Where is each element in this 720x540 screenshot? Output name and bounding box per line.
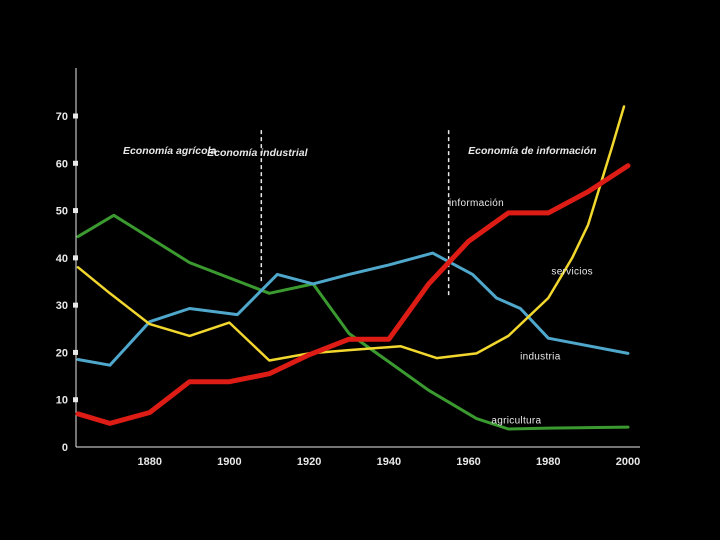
series-label-industria: industria xyxy=(520,352,561,363)
x-tick-label-1940: 1940 xyxy=(377,456,401,468)
y-tick-label-30: 30 xyxy=(56,300,68,312)
x-tick-label-1900: 1900 xyxy=(217,456,241,468)
y-tick-label-70: 70 xyxy=(56,111,68,123)
x-tick-label-1960: 1960 xyxy=(456,456,480,468)
series-line-informacion xyxy=(75,163,631,426)
y-tick-label-0: 0 xyxy=(62,442,68,454)
era-label-economia-agricola: Economía agrícola xyxy=(123,145,217,157)
x-tick-label-1920: 1920 xyxy=(297,456,321,468)
series-line-industria xyxy=(76,251,630,367)
x-tick-label-1980: 1980 xyxy=(536,456,560,468)
x-tick-label-2000: 2000 xyxy=(616,456,640,468)
series-label-informacion: información xyxy=(449,198,504,209)
era-dividers xyxy=(260,130,450,296)
y-tick-label-50: 50 xyxy=(56,206,68,218)
era-label-economia-de-informacion: Economía de información xyxy=(468,145,596,157)
series-line-servicios xyxy=(76,105,626,362)
series-lines xyxy=(75,105,631,431)
x-tick-label-1880: 1880 xyxy=(137,456,161,468)
y-tick-mark-70 xyxy=(73,113,78,119)
y-tick-mark-40 xyxy=(73,255,78,261)
era-label-economia-industrial: Economía industrial xyxy=(207,147,308,159)
y-tick-label-60: 60 xyxy=(56,158,68,170)
y-tick-mark-20 xyxy=(73,349,78,355)
y-tick-mark-10 xyxy=(73,397,78,403)
axes: 0 10 20 30 40 50 60 70 1880 1900 1920 1940 1960 1980 2… xyxy=(56,68,640,468)
y-tick-mark-60 xyxy=(73,160,78,166)
series-label-servicios: servicios xyxy=(551,266,593,277)
series-label-agricultura: agricultura xyxy=(491,415,541,426)
y-tick-label-10: 10 xyxy=(56,395,68,407)
y-tick-mark-50 xyxy=(73,208,78,214)
y-tick-label-40: 40 xyxy=(56,253,68,265)
y-tick-mark-30 xyxy=(73,302,78,308)
y-tick-label-20: 20 xyxy=(56,347,68,359)
